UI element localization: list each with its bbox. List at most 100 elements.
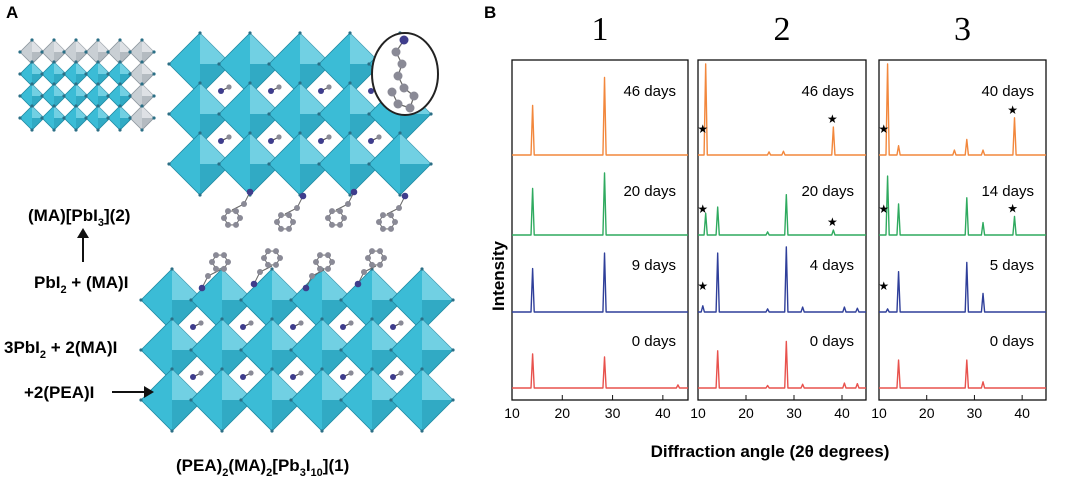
pea-molecule [325,188,358,228]
xrd-trace [879,63,1046,156]
day-label: 40 days [981,83,1034,100]
x-tick-label: 20 [554,405,570,421]
atom [399,83,409,93]
small-octahedron [128,104,156,132]
atom [391,47,401,57]
small-octahedron [18,60,46,88]
impurity-star-marker: ★ [878,279,889,293]
day-label: 5 days [990,257,1034,274]
plot-frame [697,59,867,401]
panel-title: 3 [954,11,971,48]
xrd-trace [512,353,688,389]
xrd-panel-2: 2 10 20 30 40 0 days 4 days 20 days 46 days ★ ★ ★ ★ ★ [690,11,867,421]
plot-frame [511,59,689,401]
small-octahedron [18,38,46,66]
x-tick-label: 10 [504,405,520,421]
panel-a-structure: A (MA)[PbI3](2) PbI2 + (MA)I 3PbI2 + 2(M… [4,3,455,478]
octahedron [139,317,205,383]
pea-molecule [250,248,283,288]
atom [397,59,407,69]
octahedron [367,131,433,197]
xrd-trace [512,172,688,236]
reaction-1-reactants: PbI2 + (MA)I [34,273,128,296]
x-tick-label: 40 [1014,405,1030,421]
small-octahedron [106,104,134,132]
small-octahedron [106,60,134,88]
small-octahedron [84,38,112,66]
octahedron [289,267,355,333]
day-label: 46 days [801,83,854,100]
x-tick-label: 20 [738,405,754,421]
pea-molecule [221,188,254,228]
small-octahedron [84,104,112,132]
impurity-star-marker: ★ [827,215,838,229]
atom [405,103,415,113]
atom [393,99,403,109]
octahedron [339,367,405,433]
small-octahedron [40,104,68,132]
small-octahedron [84,60,112,88]
xrd-trace [879,261,1046,313]
octahedron [389,267,455,333]
atom [409,91,419,101]
octahedron [239,317,305,383]
panel-b-letter: B [484,3,496,22]
day-label: 20 days [623,183,676,200]
x-tick-label: 40 [834,405,850,421]
lower-octahedra-layer [139,267,455,433]
day-label: 9 days [632,257,676,274]
impurity-star-marker: ★ [878,202,889,216]
octahedron [267,131,333,197]
xrd-trace [698,340,866,389]
xrd-panel-1: 1 10 20 30 40 0 days 9 days 20 days 46 days [504,11,689,421]
panel-b-xrd-chart: B Intensity Diffraction angle (2θ degree… [484,3,1047,461]
xrd-trace [879,175,1046,236]
octahedron [339,317,405,383]
y-axis-title: Intensity [489,241,508,311]
octahedron [217,31,283,97]
small-octahedron [106,82,134,110]
day-label: 0 days [632,333,676,350]
pea-organic-spacer-layer [198,188,409,292]
reaction-2-reactants: 3PbI2 + 2(MA)I [4,338,117,361]
small-octahedron [128,38,156,66]
octahedron [289,367,355,433]
octahedron [389,317,455,383]
pea-molecule [302,252,335,292]
xrd-panel-3: 3 10 20 30 40 0 days 5 days 14 days 40 days ★ ★ ★ ★ ★ [871,11,1047,421]
day-label: 46 days [623,83,676,100]
reaction-2-reactants-cont: +2(PEA)I [24,383,94,402]
xrd-panels: 1 10 20 30 40 0 days 9 days 20 days 46 days 2 10 20… [504,11,1047,421]
ma-pbi3-crystal-illustration [18,38,156,132]
impurity-star-marker: ★ [697,279,708,293]
pea-molecule [198,252,231,292]
octahedron [239,367,305,433]
atom [393,71,403,81]
panel-title: 1 [592,11,609,48]
impurity-star-marker: ★ [878,122,889,136]
day-label: 14 days [981,183,1034,200]
octahedron [389,367,455,433]
arrow-up-icon [77,228,89,262]
small-octahedron [40,38,68,66]
octahedron [317,131,383,197]
impurity-star-marker: ★ [827,112,838,126]
x-tick-label: 30 [605,405,621,421]
x-axis-title: Diffraction angle (2θ degrees) [651,442,890,461]
x-tick-label: 40 [655,405,671,421]
impurity-star-marker: ★ [1007,201,1018,215]
octahedron [189,317,255,383]
day-label: 0 days [810,333,854,350]
impurity-star-marker: ★ [1007,103,1018,117]
pea-molecule [274,192,307,232]
octahedron [167,81,233,147]
octahedron [267,81,333,147]
x-tick-label: 10 [690,405,706,421]
octahedron [189,267,255,333]
x-tick-label: 30 [967,405,983,421]
panel-title: 2 [774,11,791,48]
x-tick-label: 10 [871,405,887,421]
day-label: 20 days [801,183,854,200]
xrd-trace [698,63,866,156]
x-tick-label: 20 [919,405,935,421]
